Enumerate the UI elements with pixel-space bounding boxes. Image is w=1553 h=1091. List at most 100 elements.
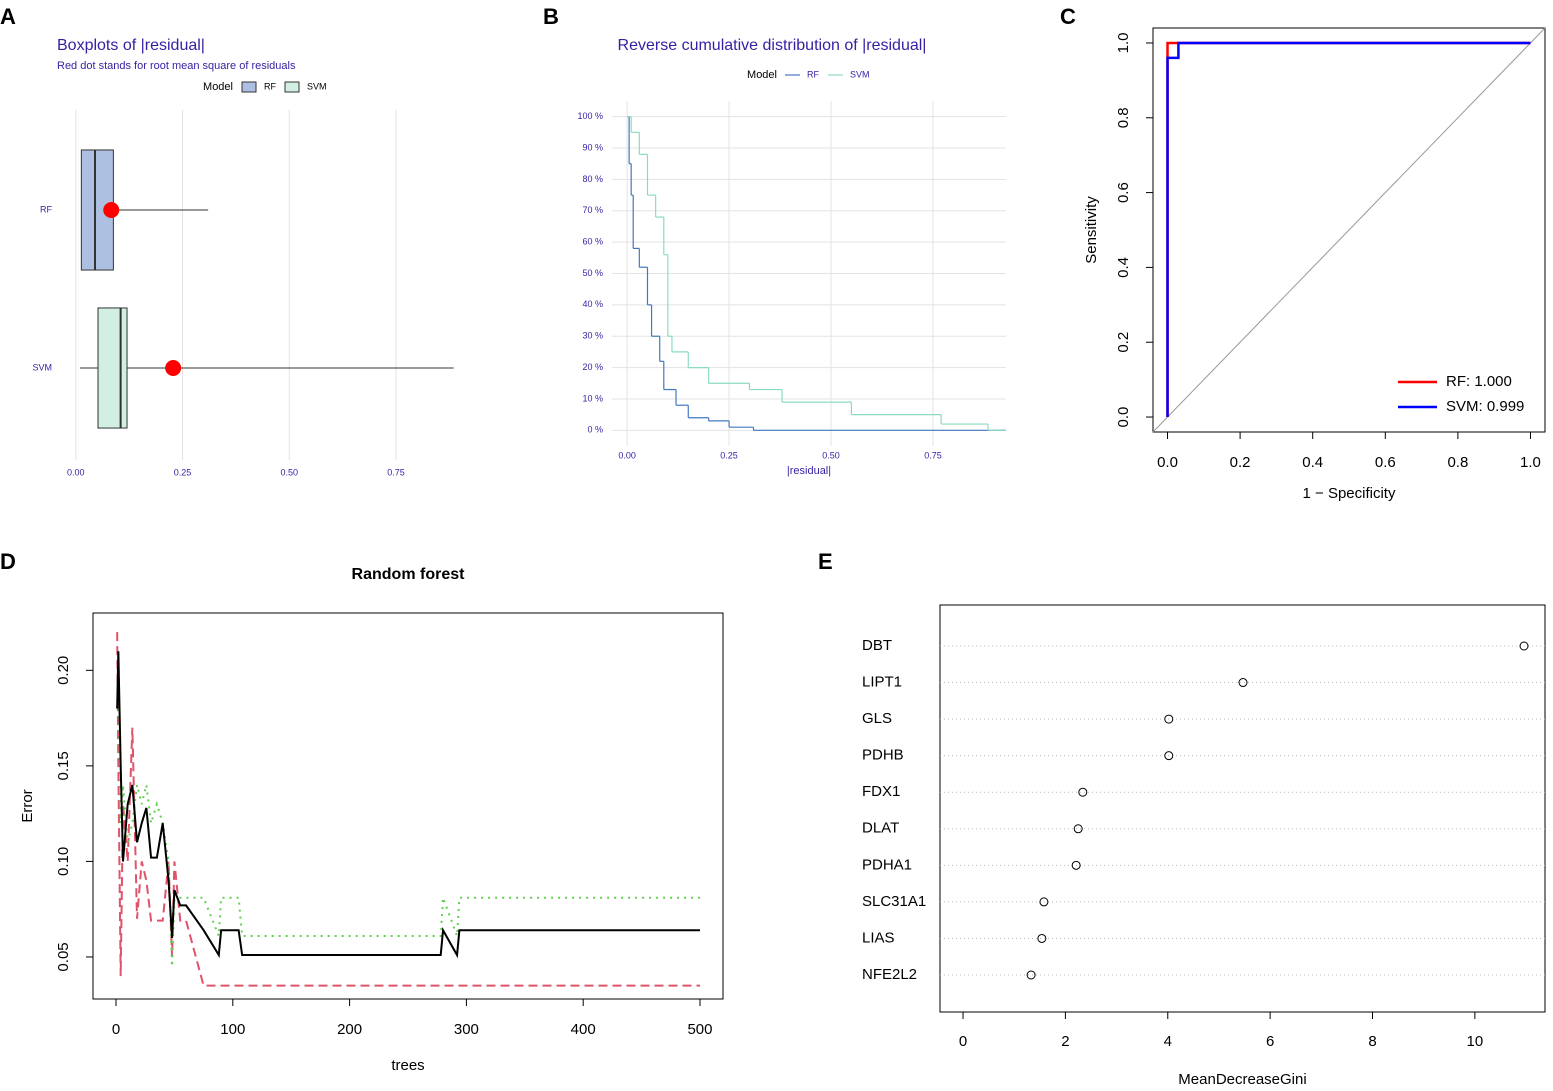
x-tick-label: 0.50 [822,450,840,460]
panel-label: B [543,4,559,29]
x-tick-label: 0.0 [1157,454,1178,471]
rms-dot [103,202,120,218]
y-tick-label: SVM [32,362,52,372]
box [97,307,128,429]
category-label: DBT [862,637,892,654]
x-tick-label: 2 [1061,1033,1069,1050]
panel-label: A [0,4,16,29]
series-line [116,651,700,959]
dot [1037,933,1047,943]
y-tick-label: 1.0 [1115,33,1132,54]
legend-key [241,81,257,93]
legend-label: SVM: 0.999 [1446,398,1524,415]
y-tick-label: 40 % [582,299,603,309]
dot [1164,751,1174,761]
dot [1078,787,1088,797]
dot [1039,897,1049,907]
rms-dot [165,360,182,376]
legend-label: SVM [307,81,327,91]
x-tick-label: 1.0 [1520,454,1541,471]
y-tick-label: 0.05 [55,942,72,971]
x-axis-title: 1 − Specificity [1303,485,1396,502]
y-tick-label: 0.20 [55,656,72,685]
y-tick-label: 0.10 [55,847,72,876]
y-axis-title: Sensitivity [1083,196,1100,264]
x-tick-label: 6 [1266,1033,1274,1050]
y-tick-label: 30 % [582,331,603,341]
series-line [116,632,700,987]
chart-subtitle: Red dot stands for root mean square of r… [57,60,296,72]
category-label: SLC31A1 [862,893,926,910]
y-tick-label: 0.8 [1115,107,1132,128]
dot [1073,824,1083,834]
y-tick-label: 0.6 [1115,182,1132,203]
series-line [1166,41,1531,418]
y-tick-label: 80 % [582,174,603,184]
dot [1026,970,1036,980]
dot [1519,641,1529,651]
y-tick-label: 0.4 [1115,257,1132,278]
y-tick-label: 60 % [582,237,603,247]
x-tick-label: 8 [1368,1033,1376,1050]
x-tick-label: 0.6 [1375,454,1396,471]
panel-label: D [0,549,16,574]
category-label: LIAS [862,929,895,946]
category-label: NFE2L2 [862,966,917,983]
legend-label: SVM [850,69,870,79]
plot-frame [939,604,1546,1013]
y-tick-label: 90 % [582,142,603,152]
x-axis-title: trees [391,1057,424,1074]
legend-key [284,81,300,93]
y-tick-label: RF [40,204,52,214]
chart-title: Random forest [352,566,466,583]
legend-label: RF [264,81,276,91]
legend-title: Model [203,81,233,93]
dot [1238,678,1248,688]
legend-label: RF: 1.000 [1446,373,1512,390]
x-tick-label: 0.8 [1447,454,1468,471]
x-tick-label: 0.75 [924,450,942,460]
x-tick-label: 10 [1467,1033,1484,1050]
dot [1071,860,1081,870]
category-label: PDHB [862,747,904,764]
category-label: DLAT [862,820,899,837]
x-tick-label: 0 [959,1033,967,1050]
panel-label: E [818,549,833,574]
reference-line [1152,27,1546,433]
y-tick-label: 100 % [577,111,603,121]
x-tick-label: 0 [112,1021,120,1038]
x-tick-label: 0.00 [618,450,636,460]
dot [1164,714,1174,724]
x-tick-label: 0.25 [720,450,738,460]
x-tick-label: 0.50 [280,467,298,477]
x-tick-label: 4 [1164,1033,1172,1050]
plot-frame [92,612,724,1000]
category-label: GLS [862,710,892,727]
y-tick-label: 20 % [582,362,603,372]
x-tick-label: 0.4 [1302,454,1323,471]
legend-title: Model [747,69,777,81]
x-tick-label: 0.75 [387,467,405,477]
category-label: LIPT1 [862,674,902,691]
legend-label: RF [807,69,819,79]
y-tick-label: 0 % [587,425,603,435]
x-tick-label: 0.00 [67,467,85,477]
series-line [116,670,700,967]
x-tick-label: 0.25 [174,467,192,477]
x-tick-label: 0.2 [1230,454,1251,471]
x-tick-label: 500 [687,1021,712,1038]
chart-title: Boxplots of |residual| [57,37,205,54]
x-axis-title: |residual| [787,465,831,477]
y-tick-label: 0.2 [1115,332,1132,353]
x-tick-label: 100 [220,1021,245,1038]
y-tick-label: 0.0 [1115,407,1132,428]
x-tick-label: 200 [337,1021,362,1038]
panel-label: C [1060,4,1076,29]
category-label: FDX1 [862,783,900,800]
y-tick-label: 70 % [582,205,603,215]
x-axis-title: MeanDecreaseGini [1178,1071,1306,1088]
y-tick-label: 0.15 [55,751,72,780]
y-tick-label: 10 % [582,393,603,403]
